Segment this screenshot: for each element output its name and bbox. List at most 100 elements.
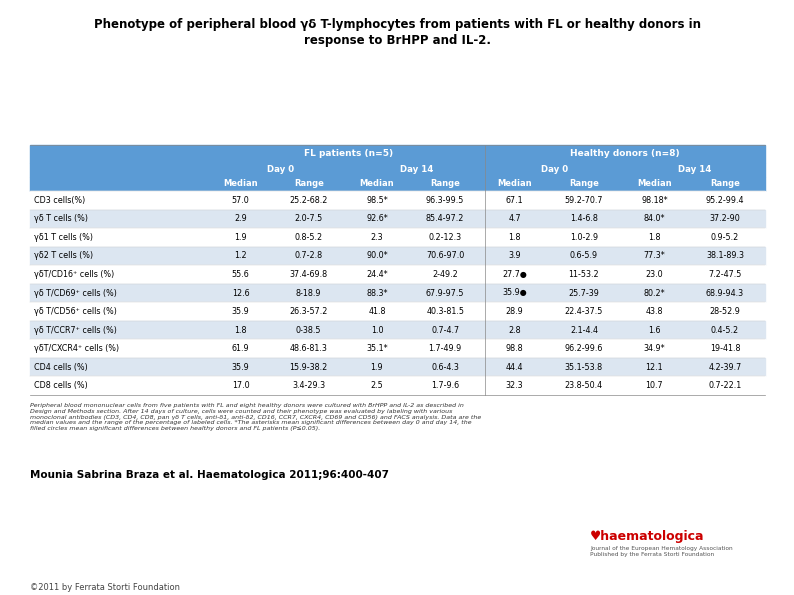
Text: Journal of the European Hematology Association
Published by the Ferrata Storti F: Journal of the European Hematology Assoc… bbox=[590, 546, 733, 557]
Text: 24.4*: 24.4* bbox=[366, 270, 387, 279]
Text: 61.9: 61.9 bbox=[232, 344, 249, 353]
Text: Median: Median bbox=[223, 180, 258, 189]
Text: 34.9*: 34.9* bbox=[644, 344, 665, 353]
Text: 80.2*: 80.2* bbox=[644, 289, 665, 298]
Text: 35.1*: 35.1* bbox=[366, 344, 387, 353]
Text: 22.4-37.5: 22.4-37.5 bbox=[565, 307, 603, 316]
Text: 35.9: 35.9 bbox=[232, 363, 249, 372]
Text: 26.3-57.2: 26.3-57.2 bbox=[290, 307, 328, 316]
Text: 0.6-5.9: 0.6-5.9 bbox=[570, 252, 598, 261]
Text: 35.1-53.8: 35.1-53.8 bbox=[565, 363, 603, 372]
Text: 59.2-70.7: 59.2-70.7 bbox=[565, 196, 603, 205]
Text: Healthy donors (n=8): Healthy donors (n=8) bbox=[570, 149, 680, 158]
Text: 32.3: 32.3 bbox=[506, 381, 523, 390]
Text: 25.2-68.2: 25.2-68.2 bbox=[290, 196, 328, 205]
Text: γδT/CXCR4⁺ cells (%): γδT/CXCR4⁺ cells (%) bbox=[34, 344, 119, 353]
Text: 96.3-99.5: 96.3-99.5 bbox=[426, 196, 464, 205]
Text: 1.9: 1.9 bbox=[234, 233, 247, 242]
Text: 48.6-81.3: 48.6-81.3 bbox=[290, 344, 328, 353]
Text: 57.0: 57.0 bbox=[232, 196, 249, 205]
Text: 3.9: 3.9 bbox=[508, 252, 521, 261]
Text: 0.7-4.7: 0.7-4.7 bbox=[431, 325, 459, 334]
Text: Peripheral blood mononuclear cells from five patients with FL and eight healthy : Peripheral blood mononuclear cells from … bbox=[30, 403, 481, 431]
Text: 77.3*: 77.3* bbox=[644, 252, 665, 261]
Text: Range: Range bbox=[294, 180, 324, 189]
Text: 67.1: 67.1 bbox=[506, 196, 523, 205]
Text: 1.8: 1.8 bbox=[648, 233, 661, 242]
Text: ©2011 by Ferrata Storti Foundation: ©2011 by Ferrata Storti Foundation bbox=[30, 583, 180, 592]
Text: 70.6-97.0: 70.6-97.0 bbox=[426, 252, 464, 261]
Text: 1.7-9.6: 1.7-9.6 bbox=[431, 381, 459, 390]
Text: CD4 cells (%): CD4 cells (%) bbox=[34, 363, 88, 372]
Text: 27.7●: 27.7● bbox=[502, 270, 527, 279]
Text: 15.9-38.2: 15.9-38.2 bbox=[290, 363, 328, 372]
Text: Range: Range bbox=[569, 180, 599, 189]
Text: Day 14: Day 14 bbox=[400, 165, 434, 174]
Text: 90.0*: 90.0* bbox=[366, 252, 387, 261]
Text: 2.9: 2.9 bbox=[234, 214, 247, 223]
Text: 84.0*: 84.0* bbox=[644, 214, 665, 223]
Text: Phenotype of peripheral blood γδ T-lymphocytes from patients with FL or healthy : Phenotype of peripheral blood γδ T-lymph… bbox=[94, 18, 700, 31]
Text: 0.4-5.2: 0.4-5.2 bbox=[711, 325, 739, 334]
Text: 0.6-4.3: 0.6-4.3 bbox=[431, 363, 459, 372]
Text: 28-52.9: 28-52.9 bbox=[710, 307, 741, 316]
Text: 1.8: 1.8 bbox=[508, 233, 521, 242]
Text: FL patients (n=5): FL patients (n=5) bbox=[304, 149, 393, 158]
Text: Median: Median bbox=[497, 180, 532, 189]
Text: Range: Range bbox=[710, 180, 740, 189]
Text: γδ T/CD69⁺ cells (%): γδ T/CD69⁺ cells (%) bbox=[34, 289, 117, 298]
Text: 4.2-39.7: 4.2-39.7 bbox=[708, 363, 742, 372]
Text: 3.4-29.3: 3.4-29.3 bbox=[292, 381, 326, 390]
Text: Day 0: Day 0 bbox=[541, 165, 568, 174]
Text: Mounia Sabrina Braza et al. Haematologica 2011;96:400-407: Mounia Sabrina Braza et al. Haematologic… bbox=[30, 470, 389, 480]
Text: 0.8-5.2: 0.8-5.2 bbox=[295, 233, 323, 242]
Text: 35.9: 35.9 bbox=[232, 307, 249, 316]
Text: 68.9-94.3: 68.9-94.3 bbox=[706, 289, 744, 298]
Text: 25.7-39: 25.7-39 bbox=[569, 289, 599, 298]
Text: γδ T/CCR7⁺ cells (%): γδ T/CCR7⁺ cells (%) bbox=[34, 325, 117, 334]
Text: 67.9-97.5: 67.9-97.5 bbox=[426, 289, 464, 298]
Text: response to BrHPP and IL-2.: response to BrHPP and IL-2. bbox=[303, 34, 491, 47]
Text: 1.7-49.9: 1.7-49.9 bbox=[429, 344, 462, 353]
Text: γδ2 T cells (%): γδ2 T cells (%) bbox=[34, 252, 93, 261]
Text: 7.2-47.5: 7.2-47.5 bbox=[708, 270, 742, 279]
Text: 2.5: 2.5 bbox=[371, 381, 384, 390]
Text: 4.7: 4.7 bbox=[508, 214, 521, 223]
Text: 12.1: 12.1 bbox=[646, 363, 663, 372]
Text: 55.6: 55.6 bbox=[232, 270, 249, 279]
Text: 2-49.2: 2-49.2 bbox=[432, 270, 458, 279]
Text: 1.4-6.8: 1.4-6.8 bbox=[570, 214, 598, 223]
Text: ♥haematologica: ♥haematologica bbox=[590, 530, 704, 543]
Text: 19-41.8: 19-41.8 bbox=[710, 344, 740, 353]
Text: 23.0: 23.0 bbox=[646, 270, 663, 279]
Text: CD8 cells (%): CD8 cells (%) bbox=[34, 381, 88, 390]
Text: CD3 cells(%): CD3 cells(%) bbox=[34, 196, 85, 205]
Text: Range: Range bbox=[430, 180, 460, 189]
Text: 11-53.2: 11-53.2 bbox=[569, 270, 599, 279]
Text: 35.9●: 35.9● bbox=[502, 289, 527, 298]
Text: 0.9-5.2: 0.9-5.2 bbox=[711, 233, 739, 242]
Text: 44.4: 44.4 bbox=[506, 363, 523, 372]
Text: Day 14: Day 14 bbox=[678, 165, 711, 174]
Text: 0.7-2.8: 0.7-2.8 bbox=[295, 252, 323, 261]
Text: 2.3: 2.3 bbox=[371, 233, 384, 242]
Text: 1.0: 1.0 bbox=[371, 325, 384, 334]
Text: 1.8: 1.8 bbox=[234, 325, 247, 334]
Text: 1.9: 1.9 bbox=[371, 363, 384, 372]
Text: γδT/CD16⁺ cells (%): γδT/CD16⁺ cells (%) bbox=[34, 270, 114, 279]
Text: 98.8: 98.8 bbox=[506, 344, 523, 353]
Text: 2.1-4.4: 2.1-4.4 bbox=[570, 325, 598, 334]
Text: Day 0: Day 0 bbox=[267, 165, 294, 174]
Text: γδ T/CD56⁺ cells (%): γδ T/CD56⁺ cells (%) bbox=[34, 307, 117, 316]
Text: 96.2-99.6: 96.2-99.6 bbox=[565, 344, 603, 353]
Text: 38.1-89.3: 38.1-89.3 bbox=[706, 252, 744, 261]
Text: 1.0-2.9: 1.0-2.9 bbox=[570, 233, 598, 242]
Text: 41.8: 41.8 bbox=[368, 307, 386, 316]
Text: 0.2-12.3: 0.2-12.3 bbox=[429, 233, 461, 242]
Text: 1.2: 1.2 bbox=[234, 252, 247, 261]
Text: 95.2-99.4: 95.2-99.4 bbox=[706, 196, 744, 205]
Text: 1.6: 1.6 bbox=[648, 325, 661, 334]
Text: 2.8: 2.8 bbox=[508, 325, 521, 334]
Text: 12.6: 12.6 bbox=[232, 289, 249, 298]
Text: 23.8-50.4: 23.8-50.4 bbox=[565, 381, 603, 390]
